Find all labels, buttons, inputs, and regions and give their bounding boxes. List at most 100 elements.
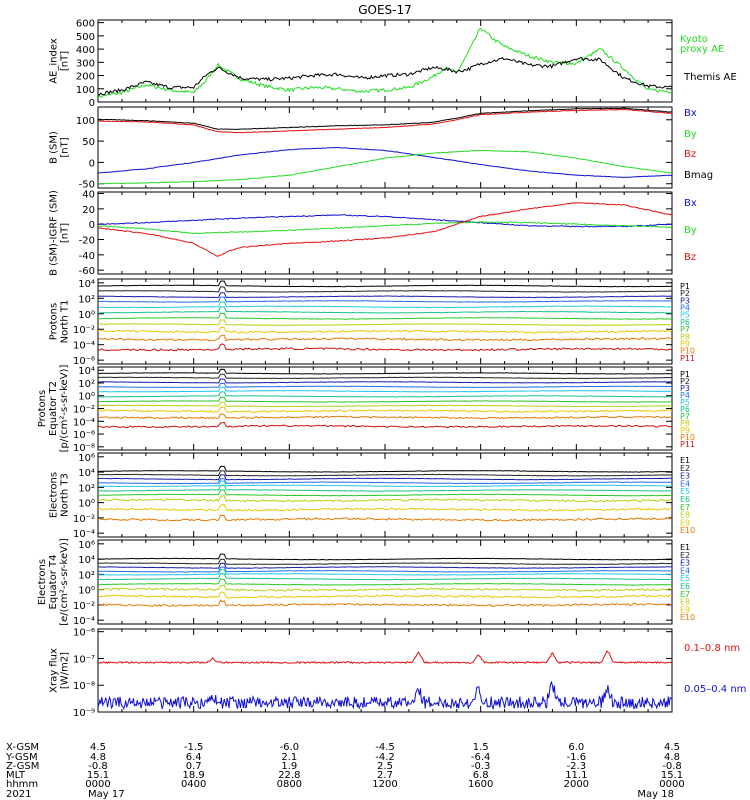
channel-line [98,334,672,342]
y-tick-label: 10⁴ [78,366,95,377]
y-tick-label: 10⁰ [78,392,95,403]
y-tick-label: 10⁴ [78,279,95,290]
y-tick-label: 10⁶ [78,453,95,464]
panel-data [98,202,672,257]
ephemeris-value: 2.1 [281,752,297,763]
y-tick-label: 10⁻⁴ [73,341,95,352]
panel-frame [97,539,673,625]
channel-legend: E1 [680,456,690,465]
y-tick-label: 100 [76,116,95,127]
series-line [98,202,672,257]
y-tick-label: 600 [76,19,95,30]
xray-line [98,680,672,711]
y-axis-label: B (SM) [49,131,60,164]
y-axis-label: [nT] [60,51,71,71]
y-tick-label: 40 [82,190,95,201]
channel-legend: P4 [680,391,690,400]
y-axis-label: [p/(cm²-s-sr-keV)] [59,365,70,453]
y-tick-label: 10⁻⁹ [73,708,95,719]
y-tick-label: 10⁻² [73,405,95,416]
channel-line [98,326,672,334]
channel-legend: E7 [680,503,690,512]
channel-line [98,599,672,607]
channel-line [98,413,672,420]
y-tick-label: 10⁰ [78,499,95,510]
ephemeris-table: X-GSMY-GSMZ-GSMMLThhmm20214.54.8-0.815.1… [5,742,685,800]
channel-line [98,421,672,429]
y-tick-label: 10⁻⁶ [73,356,95,367]
y-axis-label: North T3 [60,473,71,517]
y-tick-label: -60 [79,266,95,277]
panel-frame [97,19,673,103]
ephemeris-value: 15.1 [661,770,683,781]
channel-legend: P8 [680,419,690,428]
channel-legend: P4 [680,304,690,313]
channel-line [98,301,672,309]
channel-legend: E6 [680,582,690,591]
channel-line [98,478,672,485]
ephemeris-row-label: Z-GSM [6,761,39,772]
ephemeris-value: 11.1 [565,770,587,781]
channel-line [98,386,672,393]
series-line [98,108,672,134]
series-line [98,221,672,235]
channel-legend: P7 [680,325,690,334]
panel-bigrf: -60 -40 -20 0 20 40 B (SM)-IGRF (SM) [nT] Bx By Bz [49,190,697,278]
ephemeris-value: 0400 [181,779,206,790]
y-tick-label: 20 [82,205,95,216]
panel-frame [97,191,673,275]
y-tick-label: -40 [79,251,95,262]
y-tick-label: 10⁻⁶ [73,430,95,441]
y-tick-label: 200 [76,72,95,83]
y-tick-label: 10² [78,294,95,305]
panel-data [98,368,672,429]
channel-line [98,558,672,565]
channel-line [98,382,672,388]
channel-legend: P1 [680,282,690,291]
channel-legend: E6 [680,495,690,504]
y-tick-label: 0 [89,220,95,231]
y-tick-label: 500 [76,32,95,43]
channel-legend: E3 [680,559,690,568]
ephemeris-value: 4.5 [664,742,680,753]
panel-xray: 10⁻⁶ 10⁻⁷ 10⁻⁸ 10⁻⁹ Xray flux [W/m2] 0.1–0.8 n… [49,628,747,719]
legend-label: Kyoto [680,34,708,45]
y-axis-label: Electrons [37,559,48,605]
channel-legend: P6 [680,405,690,414]
legend-label: Themis AE [683,72,737,83]
legend-label: Bmag [684,170,713,181]
channel-legend: E5 [680,574,690,583]
panel-pn: 10⁴ 10² 10⁰ 10⁻² 10⁻⁴ 10⁻⁶ Protons North T1 P1P2… [49,278,695,367]
y-tick-label: 10⁻² [73,514,95,525]
panel-pe: 10⁴ 10² 10⁰ 10⁻²10⁻⁴ 10⁻⁶ 10⁻⁸ Protons Equator … [37,365,695,454]
channel-legend: P5 [680,398,690,407]
channel-line [98,494,672,503]
y-tick-label: 0 [89,158,95,169]
channel-legend: P7 [680,412,690,421]
panel-bsm: -50 0 50 100 B (SM) [nT] Bx By Bz Bmag [49,106,713,191]
y-tick-label: 10⁻⁶ [73,628,95,639]
ephemeris-value: -6.4 [471,752,491,763]
y-axis-label: B (SM)-IGRF (SM) [49,190,60,276]
channel-line [98,578,672,586]
channel-legend: E2 [680,551,690,560]
y-axis-label: Protons [49,303,60,340]
channel-line [98,306,672,314]
channel-legend: E10 [680,613,695,622]
channel-line [98,489,672,497]
y-axis-label: AE_index [49,38,60,84]
channel-legend: P9 [680,339,690,348]
channel-legend: P2 [680,377,690,386]
y-tick-label: 0 [89,98,95,109]
y-tick-label: 10⁻⁴ [73,616,95,627]
ephemeris-value: 0000 [85,779,110,790]
ephemeris-value: -6.0 [280,742,300,753]
channel-legend: E9 [680,605,690,614]
channel-line [98,391,672,398]
ephemeris-value: -0.8 [662,761,682,772]
y-tick-label: 10⁴ [78,555,95,566]
y-axis-label: Xray flux [49,648,60,693]
ephemeris-value: 0.7 [186,761,202,772]
